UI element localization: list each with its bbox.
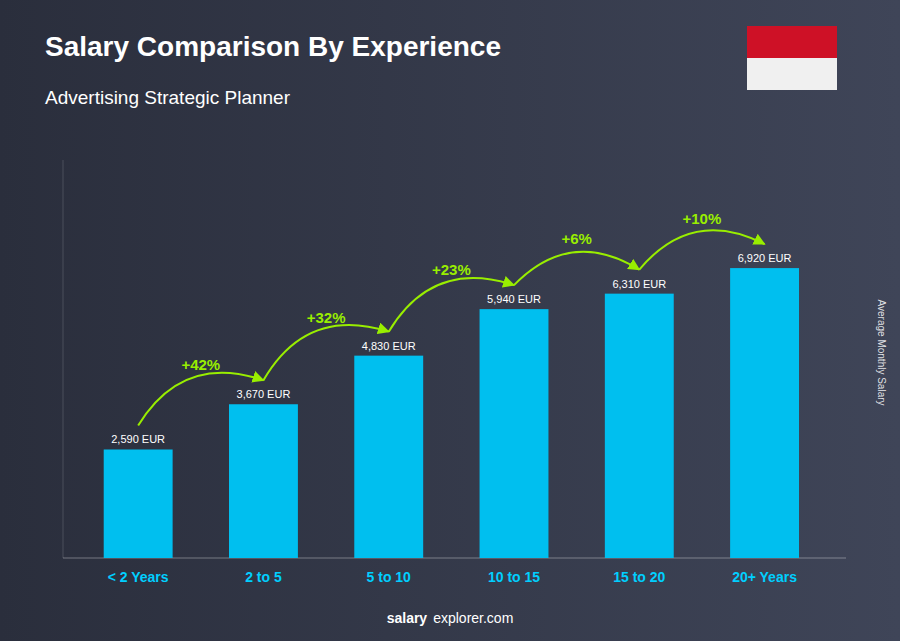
change-arrow [389,278,514,332]
change-label: +6% [561,230,591,247]
change-label: +10% [683,210,722,227]
value-label: 6,920 EUR [738,252,792,264]
category-label: < 2 Years [108,569,169,585]
change-arrow [263,325,388,380]
change-label: +32% [307,309,346,326]
bars [104,268,799,558]
y-axis-line [63,160,64,558]
change-arrow [639,230,764,269]
bar [730,268,799,558]
bar [104,449,173,558]
value-label: 4,830 EUR [362,340,416,352]
change-label: +23% [432,261,471,278]
value-label: 5,940 EUR [487,293,541,305]
flag-bottom [747,58,837,90]
value-label: 2,590 EUR [111,433,165,445]
change-arrow [138,373,263,426]
watermark-normal: explorer.com [433,610,513,626]
y-axis-label: Average Monthly Salary [876,300,887,406]
watermark: salary explorer.com [387,610,514,626]
chart-container: < 2 Years 2 to 5 5 to 10 10 to 15 15 to 20 20… [0,0,900,641]
bar [605,294,674,558]
category-label: 20+ Years [732,569,797,585]
category-label: 15 to 20 [613,569,665,585]
title: Salary Comparison By Experience [45,31,501,62]
flag [747,26,837,90]
chart: < 2 Years 2 to 5 5 to 10 10 to 15 15 to 20 20… [0,0,900,641]
bar [229,404,298,558]
background [0,0,900,641]
x-axis-line [63,558,846,559]
bar [354,356,423,558]
bar [480,309,549,558]
change-label: +42% [181,356,220,373]
category-label: 5 to 10 [367,569,412,585]
category-label: 2 to 5 [245,569,282,585]
change-arrow [514,252,639,285]
watermark-bold: salary [387,610,428,626]
category-label: 10 to 15 [488,569,540,585]
flag-top [747,26,837,58]
subtitle: Advertising Strategic Planner [45,87,291,108]
value-label: 6,310 EUR [612,278,666,290]
value-label: 3,670 EUR [237,388,291,400]
